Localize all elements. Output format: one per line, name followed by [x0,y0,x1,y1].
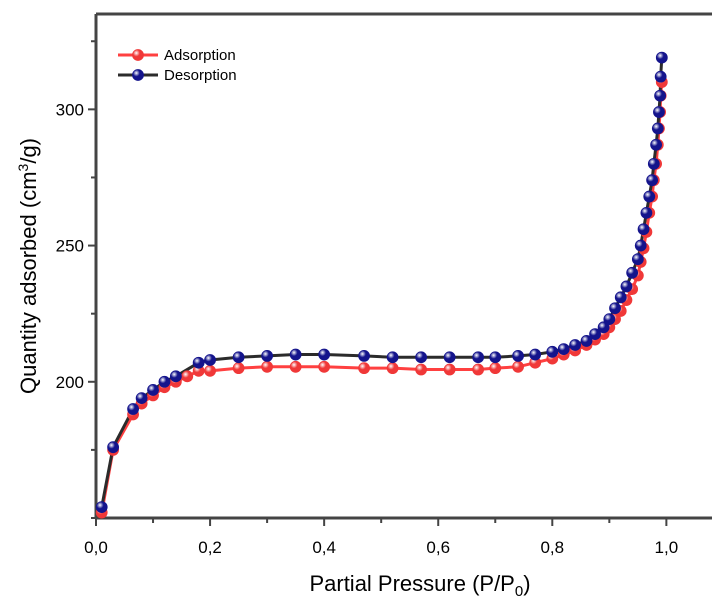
desorption-point [204,354,216,366]
adsorption-point [443,363,456,376]
desorption-point [192,356,205,369]
desorption-point [386,351,399,364]
desorption-point [107,441,120,454]
adsorption-point [261,360,274,373]
desorption-point [135,392,148,405]
desorption-point [415,351,428,364]
y-tick-label: 250 [56,237,84,256]
desorption-point [637,223,650,236]
legend-label-desorption: Desorption [164,67,237,84]
legend-marker-desorption [132,69,144,81]
desorption-point [169,370,182,383]
adsorption-point [386,362,399,375]
series-line-adsorption [100,81,664,513]
desorption-point [614,291,627,304]
desorption-point [647,157,660,170]
desorption-point [650,138,663,151]
desorption-point [589,328,601,341]
x-title-end: ) [523,571,530,596]
adsorption-point [358,362,370,375]
adsorption-point [289,360,302,373]
desorption-point [603,313,616,326]
x-tick-label: 0,2 [198,538,222,557]
adsorption-point [318,360,331,373]
x-tick-label: 0,4 [312,538,336,557]
adsorption-point [472,363,485,376]
adsorption-point [204,364,216,377]
desorption-point [147,384,159,396]
desorption-point [597,321,610,334]
legend-marker-adsorption [132,49,144,61]
desorption-point [358,350,370,362]
x-tick-label: 0,0 [84,538,108,557]
desorption-point [654,89,666,102]
series-line-desorption [100,57,664,508]
desorption-point [626,266,639,279]
desorption-point [127,403,139,415]
desorption-point [651,122,664,135]
desorption-point [443,351,456,364]
desorption-point [620,280,633,293]
x-title-subscript: 0 [515,583,523,599]
desorption-point [232,351,245,364]
desorption-point [640,206,653,219]
desorption-point [580,335,593,347]
desorption-point [631,253,644,266]
y-axis-title: Quantity adsorbed (cm3/g) [15,138,41,394]
desorption-point [655,51,668,64]
desorption-point [289,348,302,361]
y-title-main: Quantity adsorbed (cm [16,171,41,394]
adsorption-point [181,370,194,383]
x-axis-title: Partial Pressure (P/P0) [309,571,530,599]
desorption-point [557,343,570,355]
desorption-point [609,302,621,315]
desorption-point [646,174,659,187]
y-title-end: /g) [16,138,41,164]
desorption-point [489,351,502,364]
x-tick-label: 0,8 [540,538,564,557]
desorption-point [158,375,171,388]
adsorption-point [232,362,245,375]
desorption-point [529,348,542,361]
x-title-main: Partial Pressure (P/P [309,571,514,596]
desorption-point [569,339,582,351]
adsorption-point [489,362,502,375]
desorption-point [654,70,667,83]
desorption-point [95,501,108,514]
x-tick-label: 0,6 [426,538,450,557]
desorption-point [643,190,656,203]
legend-label-adsorption: Adsorption [164,47,236,64]
adsorption-point [415,363,428,376]
desorption-point [653,106,665,118]
desorption-point [261,350,274,362]
desorption-point [546,345,559,358]
y-title-superscript: 3 [15,163,31,171]
desorption-point [318,348,331,361]
x-tick-label: 1,0 [655,538,679,557]
desorption-point [472,351,485,364]
desorption-point [634,239,647,252]
y-tick-label: 300 [56,100,84,119]
y-tick-label: 200 [56,373,84,392]
desorption-point [512,350,524,362]
adsorption-point [512,360,524,373]
